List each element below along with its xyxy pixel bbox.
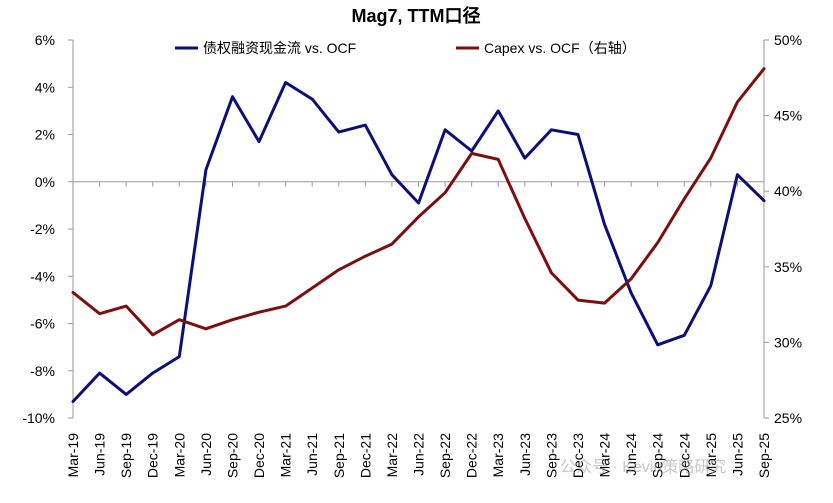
x-tick-label: Sep-24: [650, 433, 666, 478]
axes: -10% -8% -6% -4% -2% 0% 2% 4% 6% 25% 30% 35% 40% 45% 5…: [22, 32, 802, 478]
x-tick-label: Sep-21: [331, 433, 347, 478]
right-tick-label: 35%: [774, 259, 802, 275]
x-tick-label: Dec-20: [251, 433, 267, 478]
x-tick-label: Sep-20: [224, 433, 240, 478]
legend-label: Capex vs. OCF（右轴）: [484, 40, 636, 56]
left-tick-label: -2%: [30, 221, 55, 237]
right-tick-label: 25%: [774, 410, 802, 426]
x-tick-label: Dec-21: [357, 433, 373, 478]
x-tick-label: Sep-22: [437, 433, 453, 478]
left-tick-label: -8%: [30, 363, 55, 379]
x-tick-label: Mar-24: [597, 433, 613, 478]
x-tick-label: Jun-23: [517, 433, 533, 476]
right-tick-label: 40%: [774, 183, 802, 199]
right-tick-label: 30%: [774, 334, 802, 350]
chart-title: Mag7, TTM口径: [352, 5, 481, 26]
x-tick-label: Jun-20: [198, 433, 214, 476]
x-tick-label: Mar-20: [171, 433, 187, 478]
x-tick-label: Mar-19: [65, 433, 81, 478]
series-line-capex: [71, 67, 766, 337]
x-tick-label: Sep-19: [118, 433, 134, 478]
x-tick-label: Sep-25: [756, 433, 772, 478]
x-tick-label: Dec-24: [676, 433, 692, 478]
right-tick-label: 45%: [774, 108, 802, 124]
x-tick-label: Jun-21: [304, 433, 320, 476]
x-tick-label: Jun-19: [92, 433, 108, 476]
x-tick-label: Mar-21: [278, 433, 294, 478]
left-tick-label: -4%: [30, 268, 55, 284]
left-tick-label: -6%: [30, 316, 55, 332]
series-layer: [71, 67, 766, 403]
x-tick-label: Mar-22: [384, 433, 400, 478]
x-tick-label: Jun-24: [623, 433, 639, 476]
x-tick-label: Dec-23: [570, 433, 586, 478]
left-tick-label: 6%: [35, 32, 55, 48]
right-tick-label: 50%: [774, 32, 802, 48]
legend: 债权融资现金流 vs. OCF Capex vs. OCF（右轴）: [175, 40, 636, 56]
x-tick-label: Sep-23: [543, 433, 559, 478]
x-tick-label: Jun-25: [729, 433, 745, 476]
left-tick-label: -10%: [22, 410, 55, 426]
left-tick-label: 2%: [35, 127, 55, 143]
watermark: 公众号 · Kevin策略研究: [560, 458, 726, 476]
legend-label: 债权融资现金流 vs. OCF: [203, 40, 356, 56]
x-tick-label: Mar-25: [703, 433, 719, 478]
left-tick-label: 0%: [35, 174, 55, 190]
x-tick-label: Mar-23: [490, 433, 506, 478]
x-tick-label: Jun-22: [411, 433, 427, 476]
left-tick-label: 4%: [35, 79, 55, 95]
x-tick-label: Dec-19: [145, 433, 161, 478]
series-line-debt-financing: [71, 81, 766, 403]
x-tick-label: Dec-22: [464, 433, 480, 478]
